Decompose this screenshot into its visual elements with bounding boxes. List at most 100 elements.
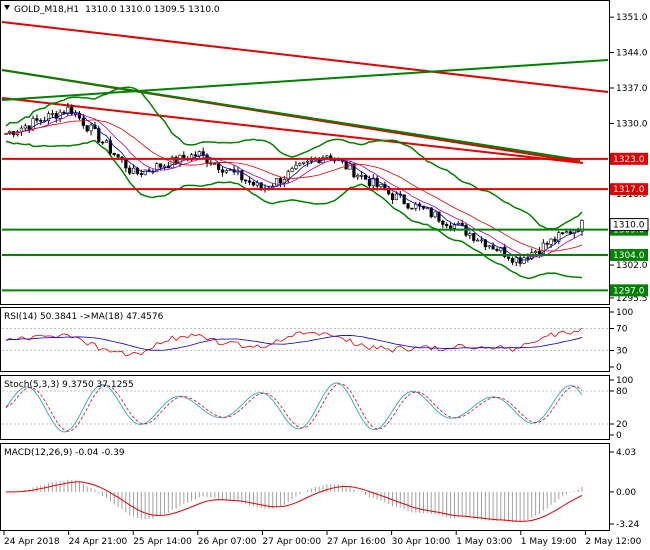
candle-body (39, 120, 43, 122)
candle-body (131, 167, 136, 174)
chart-header: GOLD_M18,H1 1310.0 1310.0 1309.5 1310.0 (14, 5, 220, 15)
candle-body (197, 151, 201, 156)
trend-line (1, 59, 609, 101)
stoch-axis-label: 100 (616, 376, 633, 386)
candle-body (445, 224, 449, 227)
candle-body (46, 113, 51, 121)
candle-body (220, 169, 225, 173)
candle-body (406, 203, 410, 209)
time-axis-label: 25 Apr 14:00 (133, 537, 192, 547)
candle-body (479, 239, 484, 242)
candle-body (456, 222, 460, 225)
candle-body (526, 257, 530, 260)
price-axis-label: 1351.0 (616, 13, 648, 23)
time-axis-label: 1 May 19:00 (521, 537, 577, 547)
trend-line (1, 69, 581, 161)
candle-body (503, 246, 507, 257)
time-axis-label: 30 Apr 10:00 (392, 537, 451, 547)
candle-body (147, 169, 151, 172)
candle-body (390, 193, 395, 200)
trend-line (1, 21, 609, 93)
candle-body (545, 242, 549, 245)
moving-average-line (5, 119, 583, 252)
candle-body (162, 165, 167, 168)
candle-body (433, 211, 437, 218)
candle-body (81, 117, 85, 126)
trend-lines (1, 21, 609, 164)
candle-body (518, 257, 522, 264)
current-price-label-bg (609, 218, 649, 232)
candle-body (506, 256, 511, 259)
level-label: 1297.0 (613, 286, 645, 296)
candle-body (379, 184, 383, 187)
candle-body (325, 155, 329, 158)
macd-axis-label: -3.24 (616, 520, 640, 530)
candle-body (437, 211, 441, 222)
trend-line (1, 97, 584, 164)
candle-body (62, 111, 66, 114)
time-axis-label: 26 Apr 07:00 (198, 537, 257, 547)
candle-body (371, 177, 375, 187)
candle-body (213, 163, 217, 165)
bollinger-bands (5, 86, 583, 280)
candle-body (251, 182, 256, 186)
time-axis-label: 2 May 12:00 (585, 537, 641, 547)
candle-body (97, 128, 101, 143)
candle-body (104, 140, 109, 143)
rsi-panel[interactable] (2, 327, 608, 357)
candle-body (217, 163, 221, 171)
moving-average-line (5, 114, 583, 258)
candle-body (367, 179, 371, 187)
macd-panel[interactable] (5, 479, 583, 523)
candle-body (89, 124, 93, 132)
candle-body (410, 207, 414, 210)
level-label-bg (610, 248, 648, 261)
candle-body (375, 177, 379, 187)
macd-axis: 4.03 0.00 -3.24 (610, 448, 640, 530)
macd-axis-label: 4.03 (616, 448, 636, 458)
rsi-axis-label: 70 (616, 325, 628, 335)
candle-body (468, 233, 472, 236)
time-axis-label: 24 Apr 21:00 (69, 537, 128, 547)
candle-body (66, 106, 70, 114)
candle-body (139, 173, 143, 175)
candle-body (85, 125, 89, 132)
candle-body (414, 203, 418, 209)
candle-body (278, 178, 283, 184)
price-panel[interactable] (1, 21, 609, 292)
candle-body (305, 160, 310, 163)
candle-body (247, 180, 252, 183)
candle-body (193, 154, 198, 156)
panel-frames (0, 0, 610, 531)
candle-body (387, 189, 391, 195)
level-label: 1304.0 (613, 251, 645, 261)
level-label-bg (610, 183, 648, 196)
candle-body (553, 238, 557, 242)
candle-body (35, 118, 39, 121)
candle-body (73, 113, 78, 115)
stoch-title: Stoch(5,3,3) 9.3750 37.1255 (4, 380, 134, 390)
rsi-line (5, 327, 583, 357)
candle-body (549, 238, 553, 245)
candle-body (112, 152, 116, 155)
candle-body (255, 182, 259, 186)
macd-title: MACD(12,26,9) -0.04 -0.39 (4, 448, 125, 458)
candle-body (363, 175, 368, 180)
candle-body (448, 225, 453, 229)
macd-axis-label: 0.00 (616, 488, 636, 498)
candle-body (394, 193, 399, 200)
candle-body (514, 257, 518, 263)
candle-body (356, 175, 360, 178)
stoch-panel[interactable] (2, 382, 608, 433)
bollinger-band-lo (5, 139, 583, 280)
candle-body (155, 163, 159, 173)
candle-body (537, 250, 542, 254)
macd-signal-line (5, 481, 583, 522)
candle-body (348, 163, 352, 170)
horizontal-levels (2, 157, 608, 292)
candle-body (429, 207, 433, 218)
candle-body (23, 125, 27, 129)
candle-body (472, 233, 476, 241)
